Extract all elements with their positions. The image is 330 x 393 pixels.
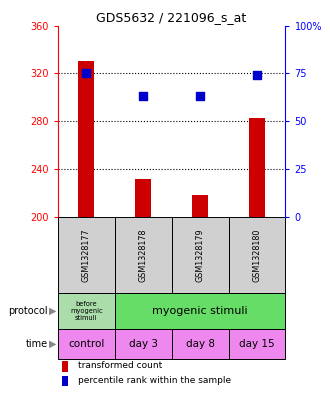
Text: protocol: protocol xyxy=(8,306,48,316)
Text: control: control xyxy=(68,339,104,349)
Point xyxy=(83,70,89,77)
Bar xyxy=(228,329,285,359)
Bar xyxy=(62,361,68,372)
Text: day 8: day 8 xyxy=(185,339,214,349)
Point xyxy=(141,93,146,99)
Text: GSM1328178: GSM1328178 xyxy=(139,228,148,282)
Text: ▶: ▶ xyxy=(49,339,56,349)
Bar xyxy=(192,195,208,217)
Bar xyxy=(228,217,285,294)
Point xyxy=(197,93,203,99)
Text: GSM1328180: GSM1328180 xyxy=(252,228,261,282)
Text: day 3: day 3 xyxy=(129,339,158,349)
Bar xyxy=(115,294,285,329)
Text: myogenic stimuli: myogenic stimuli xyxy=(152,306,248,316)
Text: day 15: day 15 xyxy=(239,339,275,349)
Text: ▶: ▶ xyxy=(49,306,56,316)
Bar xyxy=(249,118,265,217)
Text: transformed count: transformed count xyxy=(78,362,162,371)
Bar xyxy=(58,217,115,294)
Text: time: time xyxy=(26,339,48,349)
Title: GDS5632 / 221096_s_at: GDS5632 / 221096_s_at xyxy=(96,11,247,24)
Text: percentile rank within the sample: percentile rank within the sample xyxy=(78,376,231,386)
Bar xyxy=(78,61,94,217)
Bar xyxy=(115,217,172,294)
Bar xyxy=(58,329,115,359)
Bar xyxy=(135,178,151,217)
Point xyxy=(254,72,260,79)
Bar xyxy=(115,329,172,359)
Bar xyxy=(172,217,228,294)
Bar xyxy=(172,329,228,359)
Bar xyxy=(58,294,115,329)
Text: before
myogenic
stimuli: before myogenic stimuli xyxy=(70,301,103,321)
Bar xyxy=(62,376,68,386)
Text: GSM1328179: GSM1328179 xyxy=(196,228,205,282)
Text: GSM1328177: GSM1328177 xyxy=(82,228,91,282)
